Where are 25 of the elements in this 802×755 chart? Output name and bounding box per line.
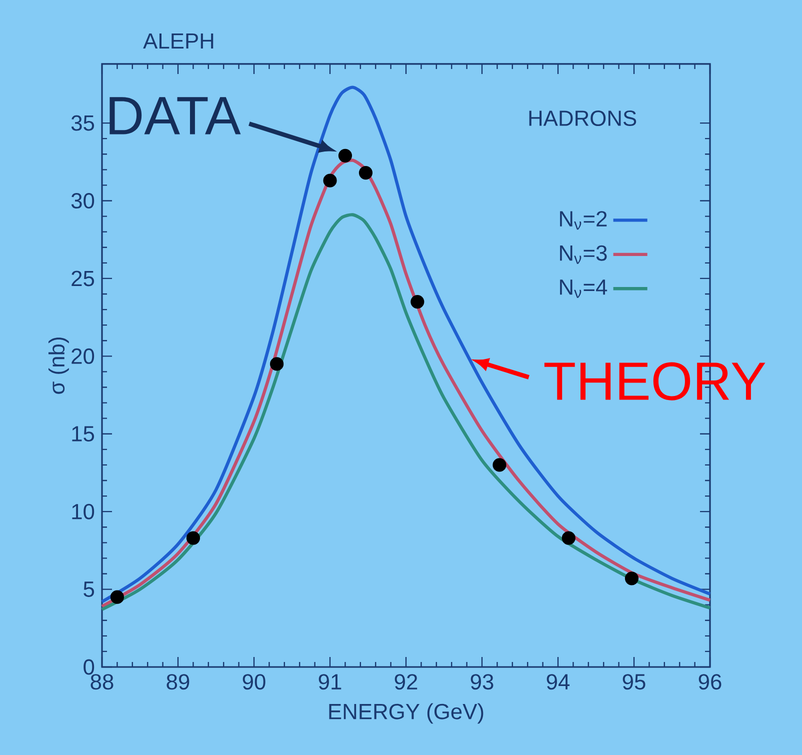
y-tick-label: 0 [84,659,94,675]
x-tick-label: 90 [242,674,266,690]
y-tick-label: 5 [84,582,94,597]
x-axis-title: ENERGY (GeV) [329,703,484,724]
y-tick-label: 15 [72,426,94,442]
x-tick-label: 91 [318,674,342,690]
x-tick-label: 92 [394,674,418,690]
y-tick-label: 35 [71,115,94,131]
x-tick-label: 94 [546,674,570,690]
x-tick-label: 96 [698,674,722,690]
y-tick-label: 20 [72,348,94,364]
legend-label: N$_{ν}$=2 [560,211,607,230]
legend-label: N$_{ν}$=4 [560,280,608,298]
chart-title: ALEPH [143,33,214,49]
x-tick-label: 89 [166,674,190,690]
annotation: DATA [110,97,241,134]
y-tick-label: 25 [72,270,94,286]
y-tick-label: 10 [72,504,94,520]
y-tick-label: 30 [71,193,94,209]
x-tick-label: 95 [622,674,646,690]
x-tick-label: 93 [470,674,494,690]
x-tick-label: 88 [90,674,114,690]
annotation: HADRONS [529,110,636,126]
y-axis-title: σ (nb) [48,338,69,394]
legend-label: N$_{ν}$=3 [560,245,607,264]
